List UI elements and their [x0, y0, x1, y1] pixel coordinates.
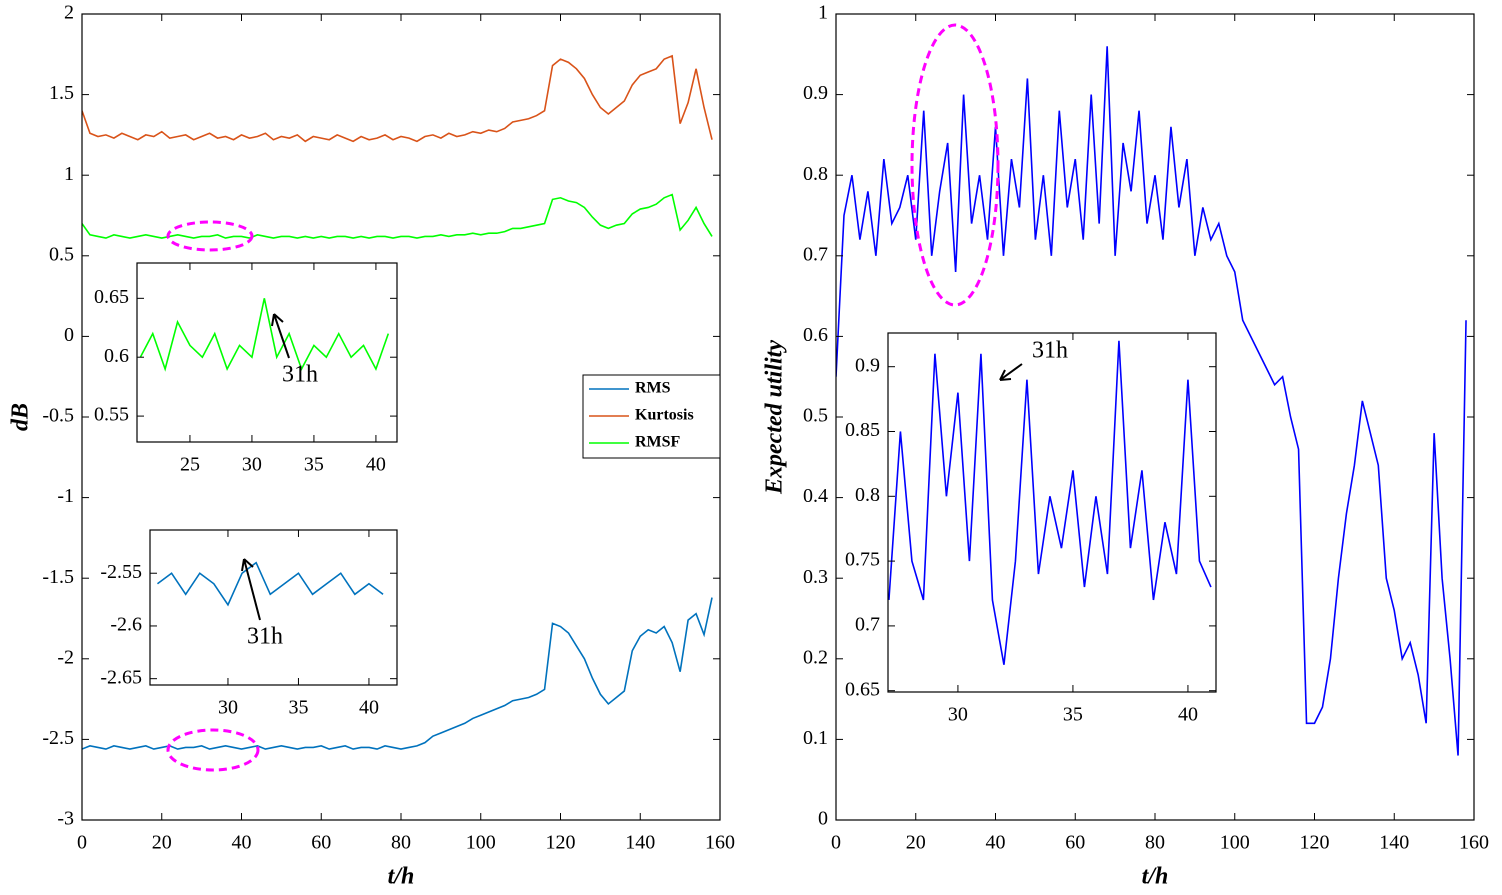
y-tick-label: -2.6: [110, 614, 142, 636]
x-tick-label: 120: [1300, 832, 1330, 854]
x-tick-label: 30: [242, 454, 262, 476]
x-axis-label: t/h: [1142, 864, 1169, 890]
x-tick-label: 80: [391, 832, 411, 854]
x-tick-label: 60: [1065, 832, 1085, 854]
series-line: [82, 597, 713, 750]
y-tick-label: 0.7: [855, 613, 880, 635]
axes-box: [887, 332, 1217, 693]
highlight-ellipse: [166, 728, 260, 772]
y-tick-label: 0.6: [803, 324, 828, 346]
y-tick-label: -3: [57, 808, 74, 830]
annotation: 31h: [282, 362, 318, 388]
plot-clip: [888, 340, 1212, 665]
x-tick-label: 140: [625, 832, 655, 854]
y-tick-label: -0.5: [42, 405, 74, 427]
x-tick-label: 140: [1379, 832, 1409, 854]
y-tick-label: -2.5: [42, 727, 74, 749]
x-tick-label: 40: [366, 454, 386, 476]
series-line: [82, 54, 713, 143]
y-tick-label: 0: [818, 808, 828, 830]
x-tick-label: 100: [466, 832, 496, 854]
y-tick-label: 0: [64, 324, 74, 346]
highlight-ellipse: [166, 220, 254, 252]
y-tick-label: 0.75: [845, 549, 880, 571]
arrow: [999, 363, 1023, 381]
series-line: [139, 298, 390, 372]
y-tick-label: 0.8: [803, 163, 828, 185]
axes-box: [149, 529, 398, 686]
x-tick-label: 40: [359, 697, 379, 719]
series-line: [836, 46, 1467, 756]
x-tick-label: 35: [1063, 704, 1083, 726]
x-tick-label: 0: [77, 832, 87, 854]
y-tick-label: 0.9: [855, 354, 880, 376]
y-tick-label: 0.85: [845, 419, 880, 441]
legend-label: Kurtosis: [635, 407, 694, 424]
y-tick-label: 0.4: [803, 485, 828, 507]
annotation: 31h: [247, 624, 283, 650]
x-tick-label: 35: [304, 454, 324, 476]
plot-clip: [139, 298, 390, 372]
annotation: 31h: [1032, 338, 1068, 364]
x-tick-label: 0: [831, 832, 841, 854]
x-tick-label: 40: [1178, 704, 1198, 726]
x-tick-label: 160: [705, 832, 735, 854]
x-tick-label: 20: [152, 832, 172, 854]
x-tick-label: 160: [1459, 832, 1489, 854]
arrow: [241, 558, 261, 621]
plot-clip: [836, 46, 1467, 756]
plot-area: [888, 333, 1216, 692]
y-tick-label: 0.7: [803, 243, 828, 265]
y-tick-label: 0.2: [803, 646, 828, 668]
y-tick-label: -1.5: [42, 566, 74, 588]
y-tick-label: 0.1: [803, 727, 828, 749]
y-tick-label: 0.3: [803, 566, 828, 588]
y-tick-label: 2: [64, 2, 74, 24]
x-tick-label: 40: [986, 832, 1006, 854]
highlight-ellipse: [910, 23, 1000, 307]
y-tick-label: 0.65: [94, 286, 129, 308]
x-tick-label: 30: [948, 704, 968, 726]
y-tick-label: -2: [57, 646, 74, 668]
x-tick-label: 60: [311, 832, 331, 854]
series-line: [888, 340, 1212, 665]
x-axis-label: t/h: [388, 864, 415, 890]
y-tick-label: 1: [818, 2, 828, 24]
plot-clip: [156, 561, 384, 607]
x-tick-label: 40: [232, 832, 252, 854]
arrow: [271, 313, 290, 359]
plot-area: [150, 530, 397, 685]
y-tick-label: 1: [64, 163, 74, 185]
series-line: [156, 561, 384, 607]
y-tick-label: 0.55: [94, 404, 129, 426]
y-tick-label: 0.5: [49, 243, 74, 265]
y-tick-label: -2.55: [100, 561, 142, 583]
y-tick-label: -1: [57, 485, 74, 507]
x-tick-label: 25: [180, 454, 200, 476]
plot-clip: [82, 54, 713, 750]
y-tick-label: 0.8: [855, 484, 880, 506]
annotations-overlay: [166, 23, 1023, 772]
legend-label: RMS: [635, 380, 671, 397]
x-tick-label: 100: [1220, 832, 1250, 854]
x-tick-label: 20: [906, 832, 926, 854]
y-axis-label: dB: [8, 403, 34, 431]
axes-box: [136, 262, 398, 443]
series-line: [82, 193, 713, 239]
x-tick-label: 120: [546, 832, 576, 854]
y-tick-label: -2.65: [100, 666, 142, 688]
x-tick-label: 30: [218, 697, 238, 719]
y-tick-label: 0.65: [845, 678, 880, 700]
y-tick-label: 0.6: [104, 345, 129, 367]
y-axis-label: Expected utility: [762, 340, 788, 495]
legend-label: RMSF: [635, 434, 681, 451]
x-tick-label: 35: [288, 697, 308, 719]
y-tick-label: 1.5: [49, 82, 74, 104]
y-tick-label: 0.9: [803, 82, 828, 104]
plot-area: [137, 263, 397, 442]
x-tick-label: 80: [1145, 832, 1165, 854]
y-tick-label: 0.5: [803, 405, 828, 427]
